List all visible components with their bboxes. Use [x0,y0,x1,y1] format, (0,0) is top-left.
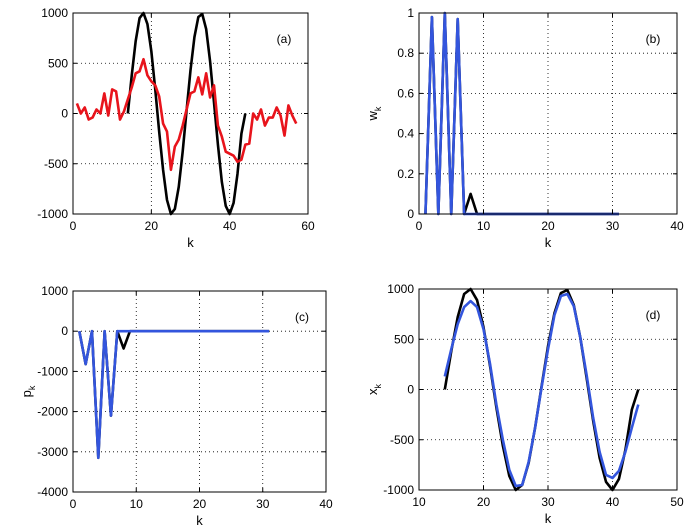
y-tick-label: 1 [407,6,414,20]
y-tick-label: 1000 [41,284,68,298]
x-tick-label: 0 [70,219,77,233]
y-axis-label: pk [19,385,37,397]
y-tick-label: 0.8 [397,46,414,60]
y-axis-label-main: w [365,110,380,121]
x-tick-label: 60 [301,219,315,233]
x-tick-label: 0 [416,219,423,233]
x-tick-label: 10 [412,495,426,509]
series-line-blue [78,329,270,460]
y-tick-label: 0 [61,107,68,121]
panel-label: (c) [295,310,309,324]
y-tick-label: -4000 [37,485,68,499]
x-tick-label: 40 [223,219,237,233]
y-tick-label: 0 [61,324,68,338]
y-axis-label-subscript: k [27,385,37,390]
y-tick-label: -1000 [37,364,68,378]
y-tick-label: 0.2 [397,167,414,181]
y-axis-label-main: p [19,390,34,397]
y-axis-label-subscript: k [373,106,383,111]
y-axis-label: xk [365,384,383,396]
x-tick-label: 40 [606,495,620,509]
panel-label: (a) [277,32,292,46]
x-axis-label: k [545,511,552,526]
x-tick-label: 10 [477,219,491,233]
series-line-blue [443,292,640,488]
y-tick-label: 500 [394,332,414,346]
y-tick-label: -1000 [383,483,414,497]
y-tick-label: 0 [407,383,414,397]
y-tick-label: -1000 [37,207,68,221]
series-line-red [75,57,298,172]
y-tick-label: -500 [44,157,68,171]
x-tick-label: 40 [670,219,684,233]
x-axis-label: k [187,235,194,250]
chart-panel: 0 20 40 60 -1000 -500 0 500 1000 k (a) [37,6,315,250]
x-tick-label: 40 [319,497,333,511]
y-tick-label: 0.6 [397,86,414,100]
y-tick-label: -2000 [37,405,68,419]
x-tick-label: 10 [130,497,144,511]
x-axis-label: k [545,235,552,250]
y-tick-label: 0 [407,207,414,221]
panel-label: (d) [646,308,661,322]
y-tick-label: -3000 [37,445,68,459]
x-tick-label: 20 [145,219,159,233]
x-tick-label: 20 [193,497,207,511]
x-tick-label: 20 [477,495,491,509]
y-tick-label: 1000 [387,282,414,296]
y-tick-label: 1000 [41,6,68,20]
y-axis-label-subscript: k [373,384,383,389]
y-tick-label: 0.4 [397,127,414,141]
x-tick-label: 50 [670,495,684,509]
y-tick-label: 500 [48,56,68,70]
panel-label: (b) [646,32,661,46]
x-tick-label: 30 [606,219,620,233]
x-tick-label: 30 [541,495,555,509]
x-axis-label: k [196,513,203,528]
x-tick-label: 30 [256,497,270,511]
x-tick-label: 20 [541,219,555,233]
x-tick-label: 0 [70,497,77,511]
plot-area [73,13,308,214]
y-axis-label: wk [365,106,383,121]
y-axis-label-main: x [365,388,380,395]
y-tick-label: -500 [390,433,414,447]
